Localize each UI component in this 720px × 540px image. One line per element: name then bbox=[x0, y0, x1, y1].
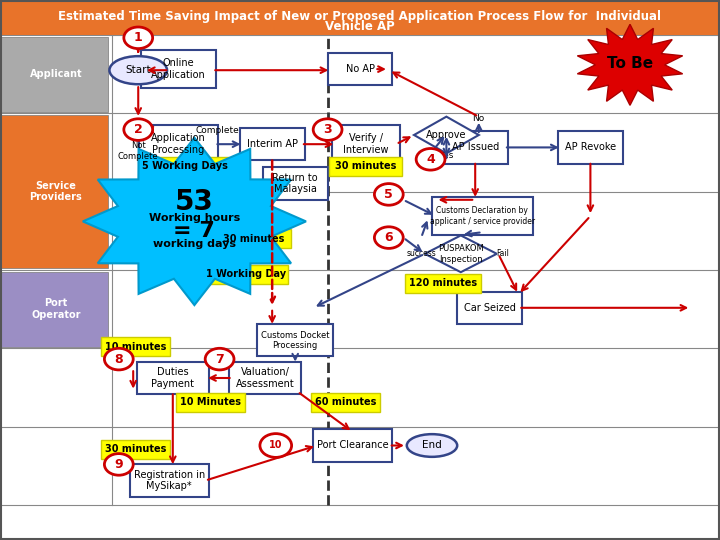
Text: End: End bbox=[422, 441, 442, 450]
Text: Fail: Fail bbox=[496, 249, 509, 258]
FancyBboxPatch shape bbox=[1, 272, 108, 347]
Circle shape bbox=[260, 434, 292, 457]
Text: Customs Declaration by
applicant / service provider: Customs Declaration by applicant / servi… bbox=[430, 206, 535, 226]
Text: 10: 10 bbox=[269, 441, 282, 450]
FancyBboxPatch shape bbox=[330, 157, 402, 176]
FancyBboxPatch shape bbox=[1, 37, 108, 112]
FancyBboxPatch shape bbox=[130, 464, 209, 497]
FancyBboxPatch shape bbox=[331, 125, 400, 163]
Text: 2: 2 bbox=[134, 123, 143, 136]
Text: 9: 9 bbox=[114, 458, 123, 471]
Circle shape bbox=[104, 348, 133, 370]
Text: 3: 3 bbox=[323, 123, 332, 136]
FancyBboxPatch shape bbox=[204, 265, 288, 284]
Text: 120 minutes: 120 minutes bbox=[409, 279, 477, 288]
Text: success: success bbox=[406, 249, 436, 258]
Text: working days: working days bbox=[153, 239, 236, 249]
Text: 10 minutes: 10 minutes bbox=[104, 342, 166, 352]
Circle shape bbox=[124, 119, 153, 140]
Text: 30 minutes: 30 minutes bbox=[335, 161, 397, 171]
Polygon shape bbox=[83, 138, 306, 305]
Text: To Be: To Be bbox=[607, 56, 653, 71]
FancyBboxPatch shape bbox=[139, 125, 218, 163]
Text: AP Revoke: AP Revoke bbox=[564, 143, 616, 152]
Text: 5: 5 bbox=[384, 188, 393, 201]
Polygon shape bbox=[577, 24, 683, 105]
Text: 30 minutes: 30 minutes bbox=[104, 444, 166, 454]
Text: Registration in
MySikap*: Registration in MySikap* bbox=[134, 470, 204, 491]
Text: Vehicle AP: Vehicle AP bbox=[325, 21, 395, 33]
Circle shape bbox=[124, 27, 153, 49]
FancyBboxPatch shape bbox=[1, 115, 108, 268]
Text: Return to
Malaysia: Return to Malaysia bbox=[272, 173, 318, 194]
FancyBboxPatch shape bbox=[432, 197, 533, 235]
Text: Estimated Time Saving Impact of New or Proposed Application Process Flow for  In: Estimated Time Saving Impact of New or P… bbox=[58, 10, 662, 23]
Circle shape bbox=[374, 227, 403, 248]
Circle shape bbox=[313, 119, 342, 140]
Text: Working hours: Working hours bbox=[149, 213, 240, 222]
FancyBboxPatch shape bbox=[229, 362, 301, 394]
FancyBboxPatch shape bbox=[101, 337, 170, 356]
FancyBboxPatch shape bbox=[0, 0, 720, 35]
FancyBboxPatch shape bbox=[405, 274, 481, 293]
Text: AP Issued: AP Issued bbox=[451, 143, 499, 152]
Circle shape bbox=[374, 184, 403, 205]
FancyBboxPatch shape bbox=[313, 429, 392, 462]
Circle shape bbox=[416, 148, 445, 170]
Text: Yes: Yes bbox=[439, 151, 454, 160]
Text: 1 Working Day: 1 Working Day bbox=[206, 269, 287, 279]
Text: Application
Processing: Application Processing bbox=[151, 133, 206, 155]
Text: Start: Start bbox=[125, 65, 151, 75]
Text: = 7: = 7 bbox=[174, 220, 215, 241]
Circle shape bbox=[104, 454, 133, 475]
Text: Complete: Complete bbox=[196, 126, 239, 135]
Text: 30 minutes: 30 minutes bbox=[223, 234, 285, 244]
Text: Online
Application: Online Application bbox=[151, 58, 206, 80]
FancyBboxPatch shape bbox=[176, 393, 245, 412]
Text: Port Clearance: Port Clearance bbox=[317, 441, 389, 450]
Ellipse shape bbox=[109, 56, 167, 84]
Text: 1: 1 bbox=[134, 31, 143, 44]
Text: 10 Minutes: 10 Minutes bbox=[180, 397, 240, 407]
FancyBboxPatch shape bbox=[137, 362, 209, 394]
FancyBboxPatch shape bbox=[328, 53, 392, 85]
Text: Customs Docket
Processing: Customs Docket Processing bbox=[261, 330, 330, 350]
FancyBboxPatch shape bbox=[141, 50, 216, 88]
Text: Duties
Payment: Duties Payment bbox=[151, 367, 194, 389]
Polygon shape bbox=[425, 235, 497, 272]
Text: No: No bbox=[472, 114, 485, 123]
Text: Verify /
Interview: Verify / Interview bbox=[343, 133, 389, 155]
Text: Port
Operator: Port Operator bbox=[31, 298, 81, 320]
Text: PUSPAKOM
Inspection: PUSPAKOM Inspection bbox=[438, 244, 484, 264]
FancyBboxPatch shape bbox=[457, 292, 522, 324]
Text: Car Seized: Car Seized bbox=[464, 303, 516, 313]
FancyBboxPatch shape bbox=[142, 157, 229, 176]
FancyBboxPatch shape bbox=[217, 229, 290, 248]
Text: 4: 4 bbox=[426, 153, 435, 166]
Text: Service
Providers: Service Providers bbox=[30, 181, 82, 202]
Text: 5 Working Days: 5 Working Days bbox=[142, 161, 228, 171]
Text: Valuation/
Assessment: Valuation/ Assessment bbox=[235, 367, 294, 389]
FancyBboxPatch shape bbox=[101, 440, 170, 459]
Circle shape bbox=[205, 348, 234, 370]
FancyBboxPatch shape bbox=[258, 324, 333, 356]
Text: Not
Complete: Not Complete bbox=[118, 141, 158, 161]
FancyBboxPatch shape bbox=[443, 131, 508, 164]
Polygon shape bbox=[414, 117, 479, 153]
Text: 53: 53 bbox=[175, 188, 214, 217]
Ellipse shape bbox=[407, 434, 457, 457]
FancyBboxPatch shape bbox=[263, 167, 328, 200]
FancyBboxPatch shape bbox=[558, 131, 623, 164]
Text: Applicant: Applicant bbox=[30, 69, 82, 79]
Text: No AP: No AP bbox=[346, 64, 374, 74]
Text: 60 minutes: 60 minutes bbox=[315, 397, 377, 407]
Text: 8: 8 bbox=[114, 353, 123, 366]
FancyBboxPatch shape bbox=[240, 128, 305, 160]
Text: Interim AP: Interim AP bbox=[247, 139, 297, 149]
Text: 6: 6 bbox=[384, 231, 393, 244]
FancyBboxPatch shape bbox=[311, 393, 380, 412]
Text: 7: 7 bbox=[215, 353, 224, 366]
Text: Approve: Approve bbox=[426, 130, 467, 140]
